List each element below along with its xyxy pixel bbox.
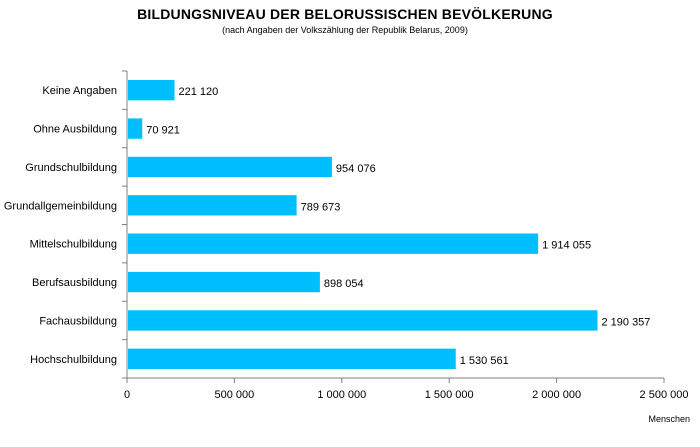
bar (128, 271, 320, 293)
category-label: Fachausbildung (39, 315, 117, 327)
x-axis-unit-label: Menschen (648, 414, 690, 424)
x-tick-label: 2 500 000 (640, 389, 689, 401)
ticks-layer: 0 500 000 1 000 000 1 500 000 2 000 000 2 500… (122, 70, 689, 401)
bar (128, 348, 456, 369)
bars-layer (128, 80, 598, 369)
category-label: Berufsausbildung (32, 277, 117, 289)
bar (128, 195, 297, 216)
bar (128, 156, 332, 178)
data-label: 221 120 (178, 86, 218, 98)
data-label: 1 914 055 (542, 240, 591, 252)
x-tick-label: 500 000 (215, 389, 255, 401)
x-tick-label: 2 000 000 (532, 389, 581, 401)
bar (128, 80, 175, 101)
bar (128, 118, 143, 139)
category-label: Keine Angaben (42, 85, 117, 97)
bar (128, 310, 598, 331)
category-label: Grundschulbildung (25, 162, 117, 174)
category-label: Ohne Ausbildung (33, 124, 117, 136)
x-tick-label: 0 (124, 389, 130, 401)
bar (128, 233, 539, 254)
data-label: 1 530 561 (460, 355, 509, 367)
data-label: 898 054 (324, 278, 364, 290)
data-label: 70 921 (146, 125, 180, 137)
x-tick-label: 1 000 000 (317, 389, 366, 401)
x-tick-label: 1 500 000 (425, 389, 474, 401)
chart-title: BILDUNGSNIVEAU DER BELORUSSISCHEN BEVÖLK… (137, 6, 553, 22)
category-label: Hochschulbildung (30, 354, 117, 366)
data-label: 2 190 357 (601, 316, 650, 328)
labels-layer: Keine Angaben 221 120 Ohne Ausbildung 70 92… (4, 85, 651, 367)
data-label: 954 076 (336, 163, 376, 175)
chart-subtitle: (nach Angaben der Volkszählung der Repub… (222, 25, 468, 35)
category-label: Grundallgemeinbildung (4, 200, 117, 212)
data-label: 789 673 (301, 201, 341, 213)
category-label: Mittelschulbildung (30, 239, 117, 251)
